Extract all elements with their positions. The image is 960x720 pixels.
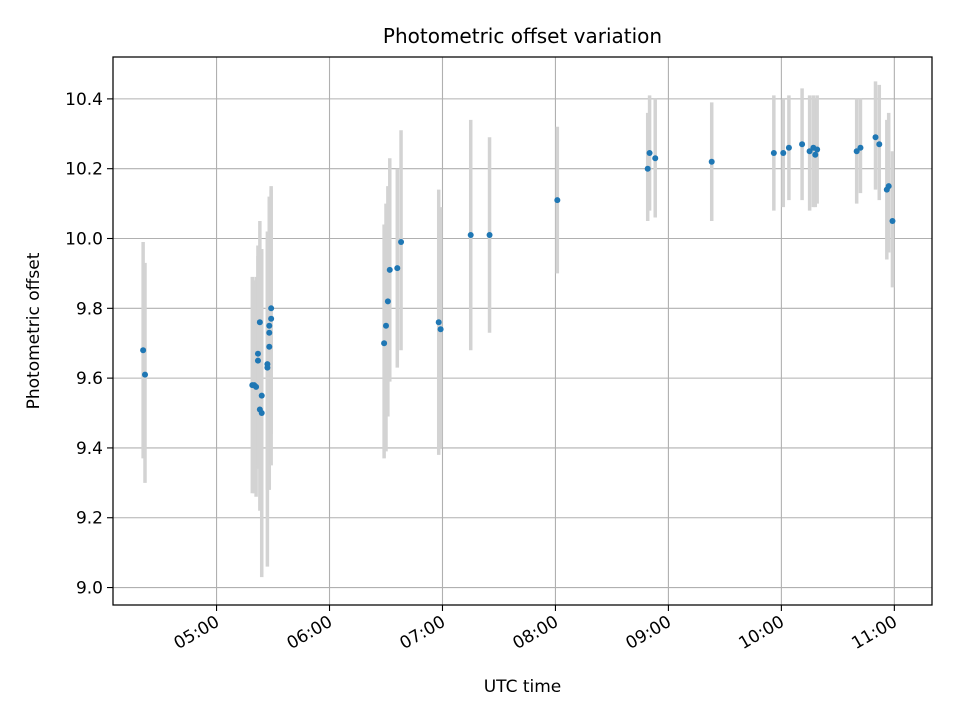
data-point (780, 149, 787, 156)
plot-frame (112, 56, 933, 606)
data-point (467, 232, 474, 239)
data-point (652, 155, 659, 162)
data-point (258, 392, 265, 399)
y-tick-label: 9.0 (76, 579, 103, 599)
data-point (254, 350, 261, 357)
y-tick-label: 10.0 (65, 230, 103, 250)
data-point (266, 343, 273, 350)
data-point (437, 326, 444, 333)
data-point (264, 364, 271, 371)
data-point (253, 383, 260, 390)
y-tick-label: 9.8 (76, 299, 103, 319)
data-point (644, 165, 651, 172)
data-point (853, 148, 860, 155)
y-tick-label: 10.2 (65, 160, 103, 180)
data-point (770, 149, 777, 156)
y-tick-label: 10.4 (65, 90, 103, 110)
data-point (258, 410, 265, 417)
data-point (398, 238, 405, 245)
data-point (486, 232, 493, 239)
data-point (268, 315, 275, 322)
y-axis-title: Photometric offset (24, 252, 44, 409)
data-point (384, 298, 391, 305)
data-point (885, 183, 892, 190)
data-point (254, 357, 261, 364)
data-point (394, 265, 401, 272)
data-point (268, 305, 275, 312)
data-point (256, 319, 263, 326)
data-point (872, 134, 879, 141)
data-point (814, 146, 821, 153)
data-point (381, 340, 388, 347)
data-point (142, 371, 149, 378)
y-axis-ticks: 9.0 9.2 9.4 9.6 9.8 10.0 10.2 10.4 (65, 90, 113, 599)
data-point (799, 141, 806, 148)
data-point (708, 158, 715, 165)
data-points (140, 134, 896, 417)
data-point (386, 266, 393, 273)
y-tick-label: 9.2 (76, 509, 103, 529)
data-point (889, 218, 896, 225)
data-point (857, 144, 864, 151)
data-point (435, 319, 442, 326)
data-point (266, 322, 273, 329)
data-point (140, 347, 147, 354)
data-point (646, 149, 653, 156)
y-tick-label: 9.6 (76, 369, 103, 389)
data-point (383, 322, 389, 329)
data-point (785, 144, 792, 151)
data-point (806, 148, 813, 155)
chart-title: Photometric offset variation (383, 24, 662, 48)
x-axis-title: UTC time (484, 677, 562, 697)
data-point (554, 197, 561, 204)
data-point (812, 151, 819, 158)
grid (113, 57, 932, 605)
data-point (266, 329, 273, 336)
y-tick-label: 9.4 (76, 439, 103, 459)
data-point (876, 141, 883, 148)
